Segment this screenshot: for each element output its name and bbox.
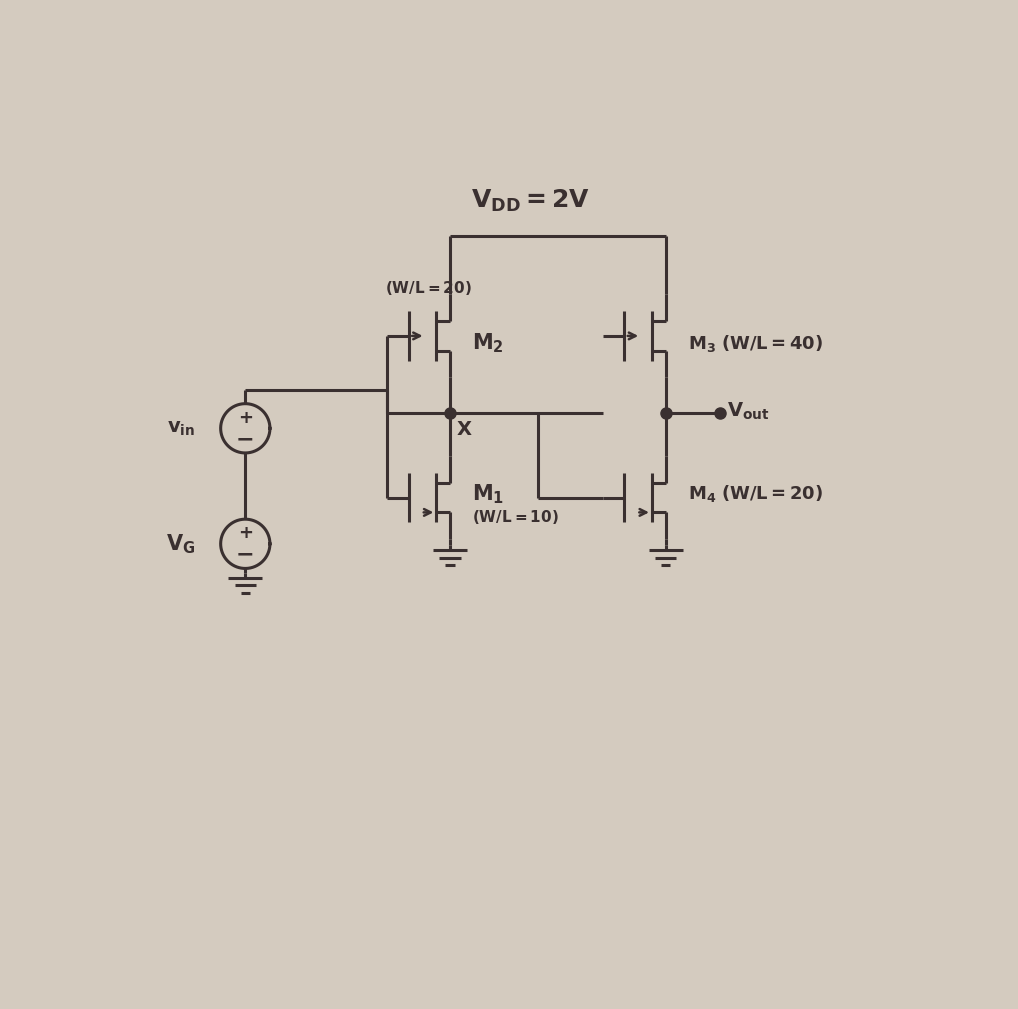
Text: $\bf{V_{DD}}$$\bf{ = 2V}$: $\bf{V_{DD}}$$\bf{ = 2V}$ (471, 188, 589, 214)
Text: $\bf{M_3\ (W/L=40)}$: $\bf{M_3\ (W/L=40)}$ (688, 333, 824, 354)
Text: $\bf{X}$: $\bf{X}$ (456, 421, 473, 439)
Text: $\bf{(W/L=10)}$: $\bf{(W/L=10)}$ (472, 508, 559, 526)
Text: $\bf{M_2}$: $\bf{M_2}$ (472, 332, 504, 355)
Text: −: − (236, 429, 254, 449)
Text: $\bf{M_1}$: $\bf{M_1}$ (472, 482, 505, 506)
Text: $\bf{V_G}$: $\bf{V_G}$ (166, 532, 195, 556)
Text: +: + (238, 524, 252, 542)
Text: $\bf{(W/L=20)}$: $\bf{(W/L=20)}$ (385, 279, 472, 298)
Text: $\bf{V_{out}}$: $\bf{V_{out}}$ (727, 401, 770, 422)
Text: +: + (238, 409, 252, 427)
Text: $\bf{M_4\ (W/L=20)}$: $\bf{M_4\ (W/L=20)}$ (688, 483, 824, 504)
Text: −: − (236, 545, 254, 565)
Text: $\bf{v_{in}}$: $\bf{v_{in}}$ (167, 419, 195, 438)
